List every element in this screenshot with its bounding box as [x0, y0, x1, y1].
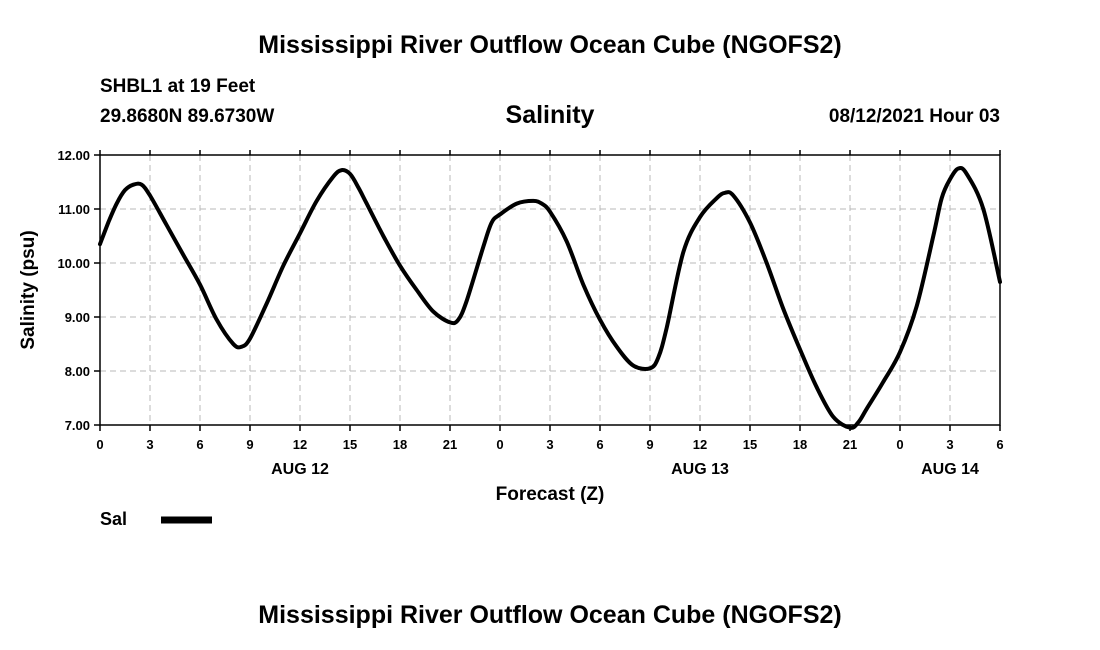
x-tick-label: 9 — [246, 437, 253, 452]
date-label: AUG 14 — [921, 461, 979, 478]
y-axis-title: Salinity (psu) — [18, 230, 39, 349]
x-tick-label: 15 — [743, 437, 757, 452]
date-label: AUG 12 — [271, 461, 329, 478]
x-axis-title: Forecast (Z) — [496, 484, 605, 505]
y-tick-label: 9.00 — [65, 310, 90, 325]
x-tick-label: 0 — [496, 437, 503, 452]
x-tick-label: 18 — [393, 437, 407, 452]
x-tick-label: 12 — [293, 437, 307, 452]
plot-frame — [99, 154, 1001, 426]
x-tick-label: 3 — [146, 437, 153, 452]
y-tick-label: 7.00 — [65, 418, 90, 433]
y-tick-label: 8.00 — [65, 364, 90, 379]
x-tick-label: 6 — [996, 437, 1003, 452]
y-tick-label: 11.00 — [58, 202, 90, 217]
x-tick-label: 12 — [693, 437, 707, 452]
x-tick-label: 6 — [596, 437, 603, 452]
x-tick-label: 21 — [843, 437, 857, 452]
x-tick-label: 21 — [443, 437, 457, 452]
y-tick-label: 12.00 — [57, 148, 90, 163]
chart-title-bottom: Mississippi River Outflow Ocean Cube (NG… — [258, 601, 842, 629]
axis-labels: 7.00 8.00 9.00 10.00 11.00 12.00 0 3 6 9 12 15 18 21 0… — [57, 148, 1003, 478]
forecast-datetime: 08/12/2021 Hour 03 — [828, 106, 1000, 127]
station-coordinates: 29.8680N 89.6730W — [100, 106, 275, 127]
x-tick-label: 3 — [946, 437, 953, 452]
x-tick-label: 18 — [793, 437, 807, 452]
date-label: AUG 13 — [671, 461, 729, 478]
x-tick-label: 0 — [96, 437, 103, 452]
station-label: SHBL1 at 19 Feet — [100, 76, 256, 97]
chart-title-top: Mississippi River Outflow Ocean Cube (NG… — [258, 31, 842, 59]
variable-title: Salinity — [505, 101, 595, 129]
salinity-series-line — [98, 166, 1002, 430]
y-tick-label: 10.00 — [57, 256, 90, 271]
x-tick-label: 6 — [196, 437, 203, 452]
x-tick-label: 0 — [896, 437, 903, 452]
x-tick-label: 15 — [343, 437, 357, 452]
x-tick-label: 9 — [646, 437, 653, 452]
axis-ticks — [94, 150, 1001, 431]
x-tick-label: 3 — [546, 437, 553, 452]
grid-lines — [100, 155, 1000, 425]
legend-label-sal: Sal — [100, 509, 128, 529]
